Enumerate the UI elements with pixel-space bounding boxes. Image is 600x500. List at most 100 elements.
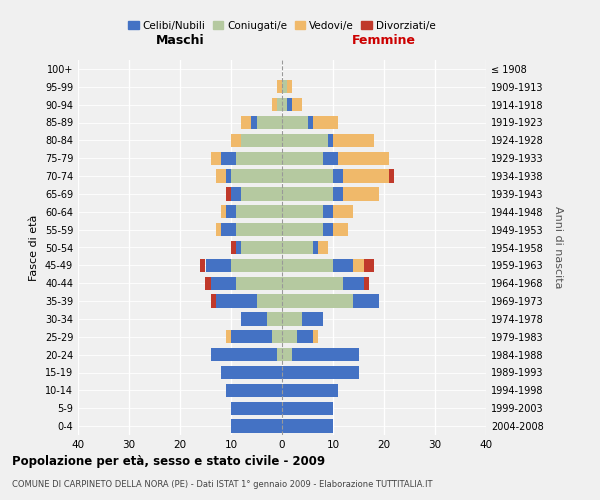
Bar bbox=[282, 348, 292, 362]
Bar bbox=[221, 152, 236, 165]
Bar bbox=[282, 98, 287, 112]
Bar bbox=[343, 170, 389, 183]
Y-axis label: Anni di nascita: Anni di nascita bbox=[553, 206, 563, 289]
Bar bbox=[282, 187, 333, 200]
Bar bbox=[231, 330, 272, 344]
Bar bbox=[333, 223, 349, 236]
Bar bbox=[241, 312, 267, 326]
Bar bbox=[282, 294, 353, 308]
Bar bbox=[211, 276, 236, 290]
Text: COMUNE DI CARPINETO DELLA NORA (PE) - Dati ISTAT 1° gennaio 2009 - Elaborazione : COMUNE DI CARPINETO DELLA NORA (PE) - Da… bbox=[12, 480, 433, 489]
Bar bbox=[308, 116, 313, 129]
Bar bbox=[282, 330, 298, 344]
Bar bbox=[216, 294, 257, 308]
Bar bbox=[241, 241, 282, 254]
Bar bbox=[282, 402, 333, 415]
Bar bbox=[282, 420, 333, 433]
Bar bbox=[282, 116, 308, 129]
Bar bbox=[323, 223, 333, 236]
Bar bbox=[328, 134, 333, 147]
Bar bbox=[241, 134, 282, 147]
Bar bbox=[313, 241, 318, 254]
Bar bbox=[333, 187, 343, 200]
Bar bbox=[282, 276, 343, 290]
Bar bbox=[302, 312, 323, 326]
Bar bbox=[241, 187, 282, 200]
Bar bbox=[277, 80, 282, 94]
Bar bbox=[318, 241, 328, 254]
Bar bbox=[353, 258, 364, 272]
Bar bbox=[206, 276, 211, 290]
Bar bbox=[221, 366, 282, 379]
Bar bbox=[333, 205, 353, 218]
Bar bbox=[231, 420, 282, 433]
Bar bbox=[298, 330, 313, 344]
Bar bbox=[292, 98, 302, 112]
Bar bbox=[389, 170, 394, 183]
Bar bbox=[282, 366, 359, 379]
Bar bbox=[257, 294, 282, 308]
Bar bbox=[226, 330, 231, 344]
Bar bbox=[231, 258, 282, 272]
Text: Maschi: Maschi bbox=[155, 34, 205, 48]
Bar bbox=[272, 98, 277, 112]
Bar bbox=[226, 170, 231, 183]
Bar bbox=[353, 294, 379, 308]
Bar bbox=[282, 223, 323, 236]
Bar bbox=[282, 241, 313, 254]
Bar bbox=[323, 152, 338, 165]
Bar bbox=[231, 187, 241, 200]
Y-axis label: Fasce di età: Fasce di età bbox=[29, 214, 39, 280]
Bar bbox=[231, 241, 236, 254]
Bar bbox=[287, 98, 292, 112]
Bar bbox=[236, 276, 282, 290]
Bar bbox=[200, 258, 206, 272]
Bar bbox=[282, 312, 302, 326]
Bar bbox=[226, 205, 236, 218]
Bar bbox=[241, 116, 251, 129]
Bar bbox=[231, 402, 282, 415]
Bar bbox=[287, 80, 292, 94]
Bar bbox=[211, 348, 277, 362]
Bar bbox=[251, 116, 257, 129]
Bar bbox=[282, 152, 323, 165]
Bar bbox=[211, 294, 216, 308]
Bar bbox=[282, 205, 323, 218]
Bar bbox=[364, 258, 374, 272]
Bar bbox=[267, 312, 282, 326]
Bar bbox=[282, 258, 333, 272]
Bar bbox=[323, 205, 333, 218]
Bar bbox=[231, 170, 282, 183]
Bar bbox=[257, 116, 282, 129]
Bar bbox=[282, 170, 333, 183]
Bar bbox=[333, 258, 353, 272]
Bar bbox=[226, 187, 231, 200]
Bar bbox=[272, 330, 282, 344]
Bar bbox=[236, 241, 241, 254]
Bar bbox=[338, 152, 389, 165]
Bar bbox=[236, 205, 282, 218]
Bar bbox=[277, 98, 282, 112]
Bar bbox=[211, 152, 221, 165]
Bar bbox=[364, 276, 369, 290]
Text: Femmine: Femmine bbox=[352, 34, 416, 48]
Bar bbox=[282, 80, 287, 94]
Bar bbox=[277, 348, 282, 362]
Bar bbox=[282, 384, 338, 397]
Bar bbox=[221, 205, 226, 218]
Bar bbox=[333, 170, 343, 183]
Bar bbox=[343, 187, 379, 200]
Bar bbox=[221, 223, 236, 236]
Bar bbox=[206, 258, 231, 272]
Bar bbox=[313, 116, 338, 129]
Bar bbox=[292, 348, 359, 362]
Bar bbox=[343, 276, 364, 290]
Bar bbox=[333, 134, 374, 147]
Bar bbox=[226, 384, 282, 397]
Bar bbox=[236, 152, 282, 165]
Bar bbox=[282, 134, 328, 147]
Legend: Celibi/Nubili, Coniugati/e, Vedovi/e, Divorziati/e: Celibi/Nubili, Coniugati/e, Vedovi/e, Di… bbox=[124, 16, 440, 35]
Bar bbox=[313, 330, 318, 344]
Bar bbox=[216, 170, 226, 183]
Text: Popolazione per età, sesso e stato civile - 2009: Popolazione per età, sesso e stato civil… bbox=[12, 455, 325, 468]
